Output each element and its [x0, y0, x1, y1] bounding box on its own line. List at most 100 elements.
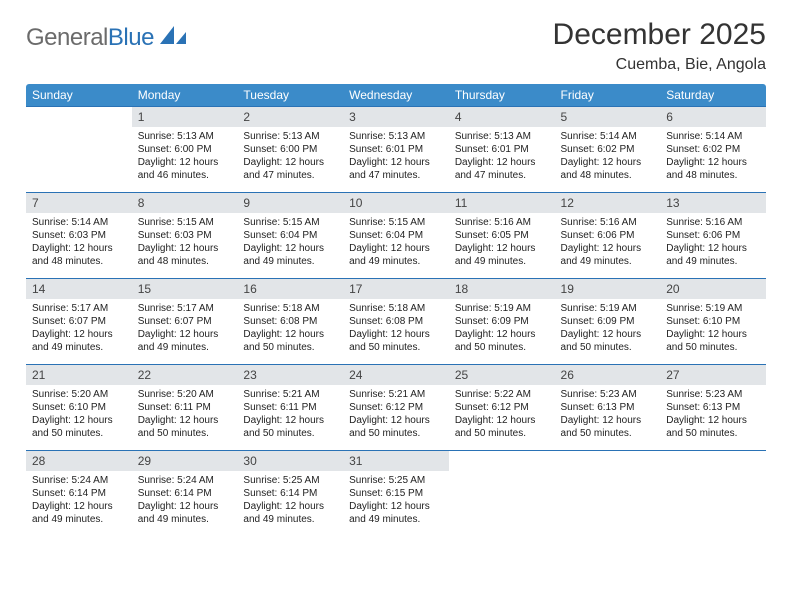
- calendar-cell: 23Sunrise: 5:21 AMSunset: 6:11 PMDayligh…: [237, 364, 343, 450]
- calendar-cell: 29Sunrise: 5:24 AMSunset: 6:14 PMDayligh…: [132, 450, 238, 536]
- day-details: Sunrise: 5:20 AMSunset: 6:10 PMDaylight:…: [26, 385, 132, 450]
- calendar-cell: 5Sunrise: 5:14 AMSunset: 6:02 PMDaylight…: [555, 106, 661, 192]
- day-details: Sunrise: 5:16 AMSunset: 6:06 PMDaylight:…: [555, 213, 661, 278]
- logo-text: GeneralBlue: [26, 24, 154, 52]
- calendar-cell: [449, 450, 555, 536]
- calendar-week-row: 28Sunrise: 5:24 AMSunset: 6:14 PMDayligh…: [26, 450, 766, 536]
- calendar-cell: 18Sunrise: 5:19 AMSunset: 6:09 PMDayligh…: [449, 278, 555, 364]
- logo-part1: General: [26, 24, 108, 51]
- day-number: 1: [132, 106, 238, 127]
- calendar-cell: 30Sunrise: 5:25 AMSunset: 6:14 PMDayligh…: [237, 450, 343, 536]
- calendar-cell: 26Sunrise: 5:23 AMSunset: 6:13 PMDayligh…: [555, 364, 661, 450]
- day-details: Sunrise: 5:15 AMSunset: 6:03 PMDaylight:…: [132, 213, 238, 278]
- calendar-cell: 16Sunrise: 5:18 AMSunset: 6:08 PMDayligh…: [237, 278, 343, 364]
- day-details: Sunrise: 5:17 AMSunset: 6:07 PMDaylight:…: [26, 299, 132, 364]
- calendar-cell: 8Sunrise: 5:15 AMSunset: 6:03 PMDaylight…: [132, 192, 238, 278]
- day-number: 30: [237, 450, 343, 471]
- calendar-cell: [660, 450, 766, 536]
- day-details: Sunrise: 5:16 AMSunset: 6:06 PMDaylight:…: [660, 213, 766, 278]
- day-number: 24: [343, 364, 449, 385]
- calendar-header-row: SundayMondayTuesdayWednesdayThursdayFrid…: [26, 84, 766, 106]
- day-details: Sunrise: 5:18 AMSunset: 6:08 PMDaylight:…: [237, 299, 343, 364]
- day-details: Sunrise: 5:25 AMSunset: 6:15 PMDaylight:…: [343, 471, 449, 536]
- calendar-cell: 10Sunrise: 5:15 AMSunset: 6:04 PMDayligh…: [343, 192, 449, 278]
- calendar-cell: 1Sunrise: 5:13 AMSunset: 6:00 PMDaylight…: [132, 106, 238, 192]
- title-block: December 2025 Cuemba, Bie, Angola: [553, 18, 766, 74]
- calendar-cell: 11Sunrise: 5:16 AMSunset: 6:05 PMDayligh…: [449, 192, 555, 278]
- day-number: 20: [660, 278, 766, 299]
- day-number: 31: [343, 450, 449, 471]
- day-details: Sunrise: 5:21 AMSunset: 6:12 PMDaylight:…: [343, 385, 449, 450]
- weekday-header: Tuesday: [237, 84, 343, 106]
- day-details: Sunrise: 5:24 AMSunset: 6:14 PMDaylight:…: [132, 471, 238, 536]
- day-details: Sunrise: 5:15 AMSunset: 6:04 PMDaylight:…: [343, 213, 449, 278]
- day-details: Sunrise: 5:16 AMSunset: 6:05 PMDaylight:…: [449, 213, 555, 278]
- day-details: Sunrise: 5:14 AMSunset: 6:02 PMDaylight:…: [660, 127, 766, 192]
- calendar-cell: 6Sunrise: 5:14 AMSunset: 6:02 PMDaylight…: [660, 106, 766, 192]
- day-details: Sunrise: 5:13 AMSunset: 6:01 PMDaylight:…: [449, 127, 555, 192]
- day-details: Sunrise: 5:23 AMSunset: 6:13 PMDaylight:…: [555, 385, 661, 450]
- calendar-cell: 13Sunrise: 5:16 AMSunset: 6:06 PMDayligh…: [660, 192, 766, 278]
- day-number: 18: [449, 278, 555, 299]
- calendar-cell: 15Sunrise: 5:17 AMSunset: 6:07 PMDayligh…: [132, 278, 238, 364]
- calendar-cell: 3Sunrise: 5:13 AMSunset: 6:01 PMDaylight…: [343, 106, 449, 192]
- day-number: 10: [343, 192, 449, 213]
- calendar-cell: 25Sunrise: 5:22 AMSunset: 6:12 PMDayligh…: [449, 364, 555, 450]
- day-number: 15: [132, 278, 238, 299]
- day-details: Sunrise: 5:13 AMSunset: 6:00 PMDaylight:…: [132, 127, 238, 192]
- calendar-week-row: 21Sunrise: 5:20 AMSunset: 6:10 PMDayligh…: [26, 364, 766, 450]
- calendar-cell: 9Sunrise: 5:15 AMSunset: 6:04 PMDaylight…: [237, 192, 343, 278]
- day-number: 26: [555, 364, 661, 385]
- calendar-week-row: 7Sunrise: 5:14 AMSunset: 6:03 PMDaylight…: [26, 192, 766, 278]
- day-details: Sunrise: 5:18 AMSunset: 6:08 PMDaylight:…: [343, 299, 449, 364]
- calendar-cell: 24Sunrise: 5:21 AMSunset: 6:12 PMDayligh…: [343, 364, 449, 450]
- day-number: 13: [660, 192, 766, 213]
- calendar-table: SundayMondayTuesdayWednesdayThursdayFrid…: [26, 84, 766, 536]
- month-title: December 2025: [553, 18, 766, 52]
- calendar-week-row: 14Sunrise: 5:17 AMSunset: 6:07 PMDayligh…: [26, 278, 766, 364]
- calendar-cell: 14Sunrise: 5:17 AMSunset: 6:07 PMDayligh…: [26, 278, 132, 364]
- day-details: Sunrise: 5:22 AMSunset: 6:12 PMDaylight:…: [449, 385, 555, 450]
- day-details: Sunrise: 5:17 AMSunset: 6:07 PMDaylight:…: [132, 299, 238, 364]
- weekday-header: Wednesday: [343, 84, 449, 106]
- day-details: Sunrise: 5:13 AMSunset: 6:00 PMDaylight:…: [237, 127, 343, 192]
- day-number: 12: [555, 192, 661, 213]
- weekday-header: Monday: [132, 84, 238, 106]
- day-details: Sunrise: 5:21 AMSunset: 6:11 PMDaylight:…: [237, 385, 343, 450]
- day-details: Sunrise: 5:14 AMSunset: 6:02 PMDaylight:…: [555, 127, 661, 192]
- weekday-header: Saturday: [660, 84, 766, 106]
- day-number: 8: [132, 192, 238, 213]
- logo-part2: Blue: [108, 24, 154, 51]
- calendar-cell: [555, 450, 661, 536]
- day-number: 2: [237, 106, 343, 127]
- calendar-cell: 20Sunrise: 5:19 AMSunset: 6:10 PMDayligh…: [660, 278, 766, 364]
- day-number: 25: [449, 364, 555, 385]
- day-number: 4: [449, 106, 555, 127]
- day-number: 22: [132, 364, 238, 385]
- calendar-cell: 19Sunrise: 5:19 AMSunset: 6:09 PMDayligh…: [555, 278, 661, 364]
- calendar-cell: 27Sunrise: 5:23 AMSunset: 6:13 PMDayligh…: [660, 364, 766, 450]
- day-details: Sunrise: 5:15 AMSunset: 6:04 PMDaylight:…: [237, 213, 343, 278]
- day-details: Sunrise: 5:13 AMSunset: 6:01 PMDaylight:…: [343, 127, 449, 192]
- day-details: Sunrise: 5:20 AMSunset: 6:11 PMDaylight:…: [132, 385, 238, 450]
- calendar-cell: 2Sunrise: 5:13 AMSunset: 6:00 PMDaylight…: [237, 106, 343, 192]
- weekday-header: Sunday: [26, 84, 132, 106]
- day-number: 9: [237, 192, 343, 213]
- day-details: Sunrise: 5:24 AMSunset: 6:14 PMDaylight:…: [26, 471, 132, 536]
- day-number: 16: [237, 278, 343, 299]
- day-details: Sunrise: 5:19 AMSunset: 6:09 PMDaylight:…: [555, 299, 661, 364]
- day-number: 27: [660, 364, 766, 385]
- weekday-header: Friday: [555, 84, 661, 106]
- day-number: 19: [555, 278, 661, 299]
- calendar-cell: 31Sunrise: 5:25 AMSunset: 6:15 PMDayligh…: [343, 450, 449, 536]
- location: Cuemba, Bie, Angola: [553, 56, 766, 74]
- day-number: 23: [237, 364, 343, 385]
- calendar-week-row: 1Sunrise: 5:13 AMSunset: 6:00 PMDaylight…: [26, 106, 766, 192]
- day-number: 21: [26, 364, 132, 385]
- day-details: Sunrise: 5:14 AMSunset: 6:03 PMDaylight:…: [26, 213, 132, 278]
- day-details: Sunrise: 5:23 AMSunset: 6:13 PMDaylight:…: [660, 385, 766, 450]
- day-number: 29: [132, 450, 238, 471]
- day-details: Sunrise: 5:25 AMSunset: 6:14 PMDaylight:…: [237, 471, 343, 536]
- calendar-cell: [26, 106, 132, 192]
- weekday-header: Thursday: [449, 84, 555, 106]
